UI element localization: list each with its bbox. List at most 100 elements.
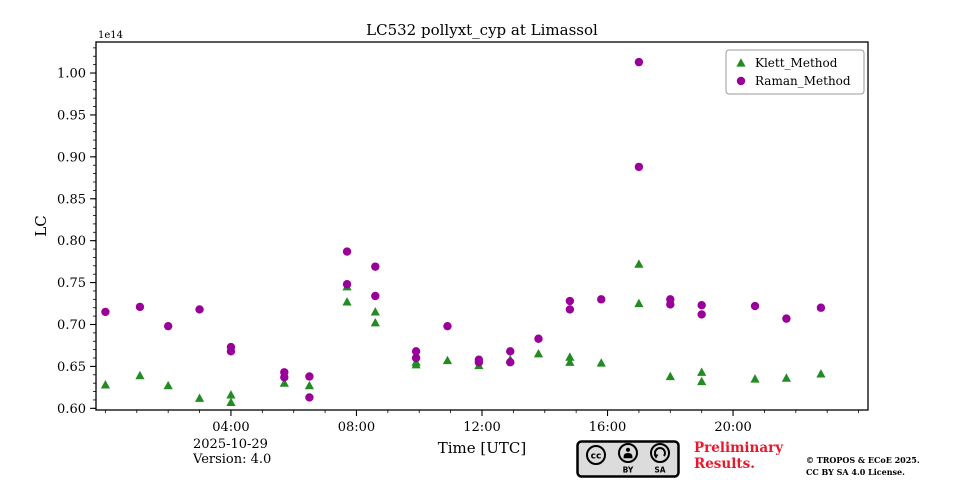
- data-point-Raman_Method: [697, 310, 706, 319]
- data-point-Klett_Method: [100, 380, 111, 389]
- legend-label-Raman_Method: Raman_Method: [755, 74, 851, 88]
- y-tick-label: 0.95: [57, 108, 86, 123]
- data-point-Raman_Method: [750, 301, 760, 311]
- x-tick-label: 08:00: [338, 420, 375, 435]
- data-point-Raman_Method: [443, 321, 452, 331]
- data-point-Raman_Method: [163, 321, 173, 331]
- data-point-Klett_Method: [565, 357, 575, 366]
- x-tick-label: 12:00: [463, 420, 500, 435]
- data-point-Klett_Method: [279, 378, 289, 387]
- y-tick-label: 0.70: [57, 318, 86, 333]
- data-point-Raman_Method: [305, 372, 314, 381]
- data-point-Klett_Method: [226, 397, 236, 407]
- data-point-Klett_Method: [697, 376, 707, 386]
- copyright-line2: CC BY SA 4.0 License.: [806, 467, 905, 477]
- y-tick-label: 1.00: [57, 67, 86, 82]
- copyright-line1: © TROPOS & ECoE 2025.: [806, 455, 920, 465]
- y-tick-label: 0.90: [57, 150, 86, 165]
- cc-by-person-head: [625, 447, 631, 452]
- data-point-Klett_Method: [442, 355, 453, 365]
- cc-by-sa-badge-graphic: cc BY SA: [576, 440, 680, 478]
- data-point-Raman_Method: [411, 347, 421, 356]
- data-point-Raman_Method: [697, 301, 706, 310]
- data-point-Klett_Method: [750, 374, 760, 383]
- data-point-Klett_Method: [370, 318, 380, 327]
- data-point-Klett_Method: [342, 297, 352, 306]
- data-point-Raman_Method: [101, 307, 110, 317]
- legend-marker-Klett_Method: [736, 58, 746, 67]
- legend-label-Klett_Method: Klett_Method: [755, 56, 838, 70]
- data-point-Klett_Method: [194, 393, 205, 402]
- data-point-Raman_Method: [666, 300, 675, 309]
- legend-box: [725, 49, 865, 95]
- cc-sa-label: SA: [654, 466, 665, 475]
- chart-title: LC532 pollyxt_cyp at Limassol: [366, 21, 598, 39]
- y-tick-label: 0.75: [57, 276, 86, 291]
- plot-date: 2025-10-29: [193, 437, 268, 452]
- data-point-Raman_Method: [597, 295, 606, 304]
- data-point-Raman_Method: [816, 303, 826, 312]
- cc-by-sa-badge[interactable]: cc BY SA: [576, 440, 680, 478]
- y-axis-offset-label: 1e14: [98, 30, 123, 41]
- data-point-Klett_Method: [565, 352, 575, 361]
- plot-area: [95, 41, 869, 411]
- data-point-Raman_Method: [305, 393, 314, 402]
- copyright-note: © TROPOS & ECoE 2025. CC BY SA 4.0 Licen…: [806, 454, 920, 478]
- y-tick-label: 0.85: [57, 192, 86, 207]
- x-tick-label: 20:00: [714, 420, 751, 435]
- data-point-Raman_Method: [280, 373, 289, 382]
- x-axis-label: Time [UTC]: [438, 439, 527, 457]
- data-point-Raman_Method: [534, 334, 543, 343]
- data-point-Klett_Method: [816, 369, 826, 378]
- data-point-Klett_Method: [135, 370, 145, 380]
- data-point-Raman_Method: [135, 302, 145, 312]
- data-point-Raman_Method: [474, 358, 484, 367]
- x-tick-label: 04:00: [212, 420, 249, 435]
- plot-version: Version: 4.0: [193, 452, 272, 467]
- cc-sa-arrow-icon: [650, 443, 670, 463]
- preliminary-line1: Preliminary: [694, 440, 784, 456]
- cc-logo-icon: [586, 445, 606, 465]
- y-axis-label: LC: [32, 215, 50, 236]
- data-point-Klett_Method: [370, 307, 380, 316]
- data-point-Raman_Method: [342, 247, 352, 256]
- data-point-Raman_Method: [342, 280, 352, 289]
- data-point-Klett_Method: [596, 358, 606, 367]
- cc-by-person-body: [623, 453, 633, 459]
- cc-by-person-icon: [618, 443, 638, 463]
- data-point-Klett_Method: [533, 349, 544, 358]
- cc-logo-text: cc: [591, 452, 602, 462]
- data-point-Raman_Method: [565, 305, 575, 314]
- data-point-Raman_Method: [371, 291, 380, 301]
- preliminary-results-note: Preliminary Results.: [694, 440, 783, 472]
- data-point-Raman_Method: [195, 305, 204, 314]
- data-point-Raman_Method: [506, 358, 515, 367]
- cc-sa-arrow-arc: [654, 447, 666, 457]
- preliminary-line2: Results.: [694, 456, 755, 473]
- data-point-Klett_Method: [304, 380, 314, 390]
- data-point-Klett_Method: [411, 359, 421, 369]
- data-point-Raman_Method: [634, 162, 644, 172]
- data-point-Raman_Method: [634, 57, 644, 67]
- data-point-Raman_Method: [565, 296, 575, 306]
- y-tick-label: 0.65: [57, 360, 86, 375]
- x-tick-label: 16:00: [589, 420, 626, 435]
- data-point-Klett_Method: [697, 367, 707, 376]
- y-tick-label: 0.60: [57, 402, 86, 417]
- data-point-Raman_Method: [226, 347, 236, 356]
- data-point-Klett_Method: [781, 373, 792, 382]
- data-point-Raman_Method: [371, 262, 380, 271]
- data-point-Raman_Method: [782, 314, 791, 323]
- data-point-Klett_Method: [634, 259, 644, 268]
- data-point-Klett_Method: [665, 371, 675, 381]
- data-point-Raman_Method: [506, 347, 515, 356]
- cc-sa-arrow-head: [653, 454, 659, 459]
- legend-marker-Raman_Method: [736, 76, 746, 86]
- data-point-Klett_Method: [163, 380, 173, 390]
- data-point-Raman_Method: [411, 353, 421, 363]
- y-tick-label: 0.80: [57, 234, 86, 249]
- data-point-Klett_Method: [634, 298, 644, 308]
- cc-by-label: BY: [623, 466, 634, 475]
